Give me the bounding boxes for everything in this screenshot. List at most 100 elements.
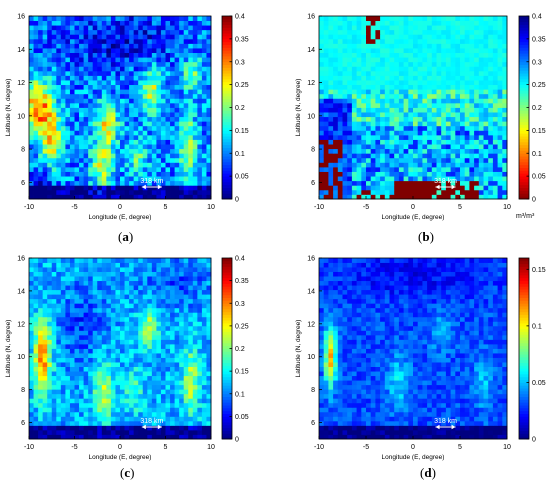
heatmap-cell (124, 171, 130, 177)
heatmap-cell (33, 61, 39, 67)
heatmap-cell (347, 166, 353, 172)
heatmap-cell (129, 176, 135, 182)
heatmap-cell (502, 52, 508, 58)
heatmap-cell (380, 112, 386, 118)
heatmap-cell (42, 139, 48, 145)
heatmap-cell (375, 121, 381, 127)
heatmap-cell (323, 80, 329, 86)
heatmap-cell (502, 34, 508, 40)
heatmap-cell (88, 411, 94, 417)
heatmap-cell (33, 52, 39, 58)
heatmap-cell (192, 189, 198, 195)
heatmap-cell (445, 48, 451, 54)
heatmap-cell (323, 34, 329, 40)
heatmap-cell (201, 289, 207, 295)
heatmap-cell (42, 434, 48, 440)
heatmap-cell (192, 271, 198, 277)
heatmap-cell (124, 121, 130, 127)
heatmap-cell (361, 162, 367, 168)
heatmap-cell (375, 125, 381, 131)
heatmap-cell (29, 107, 34, 113)
heatmap-cell (356, 66, 362, 72)
heatmap-cell (47, 362, 53, 367)
heatmap-cell (165, 61, 171, 67)
heatmap-cell (422, 112, 428, 118)
heatmap-cell (65, 420, 71, 426)
heatmap-cell (147, 102, 153, 108)
heatmap-cell (51, 180, 57, 186)
heatmap-cell (380, 144, 386, 150)
heatmap-cell (115, 393, 121, 399)
heatmap-cell (436, 162, 442, 168)
heatmap-cell (151, 380, 157, 386)
heatmap-cell (375, 162, 381, 168)
heatmap-cell (33, 375, 39, 381)
heatmap-cell (179, 16, 185, 21)
heatmap-cell (201, 48, 207, 54)
heatmap-cell (497, 112, 503, 118)
heatmap-cell (431, 134, 437, 140)
heatmap-cell (142, 402, 148, 408)
heatmap-cell (398, 43, 404, 49)
heatmap-cell (441, 80, 447, 86)
heatmap-cell (106, 353, 112, 358)
heatmap-cell (188, 185, 194, 191)
heatmap-cell (441, 20, 447, 26)
heatmap-cell (165, 398, 171, 404)
heatmap-cell (422, 20, 428, 26)
heatmap-cell (147, 407, 153, 413)
heatmap-cell (120, 70, 125, 76)
heatmap-cell (97, 57, 103, 63)
heatmap-cell (156, 325, 162, 331)
heatmap-cell (422, 48, 428, 54)
heatmap-cell (92, 271, 98, 277)
heatmap-cell (56, 89, 62, 95)
heatmap-cell (33, 429, 39, 435)
heatmap-cell (179, 389, 185, 395)
heatmap-cell (56, 84, 62, 90)
heatmap-cell (129, 61, 135, 67)
heatmap-cell (497, 93, 503, 99)
heatmap-cell (361, 57, 367, 63)
heatmap-cell (56, 16, 62, 21)
heatmap-cell (179, 334, 185, 340)
heatmap-cell (101, 334, 107, 340)
heatmap-cell (133, 339, 139, 345)
heatmap-cell (179, 134, 185, 140)
heatmap-cell (179, 157, 185, 163)
heatmap-cell (33, 98, 39, 104)
heatmap-cell (138, 289, 144, 295)
heatmap-cell (474, 70, 480, 76)
heatmap-cell (133, 148, 139, 154)
heatmap-cell (206, 271, 212, 277)
heatmap-cell (79, 330, 84, 336)
heatmap-cell (79, 194, 84, 200)
heatmap-cell (97, 29, 103, 35)
colorbar-tick-label: 0.25 (235, 82, 249, 89)
heatmap-cell (398, 180, 404, 186)
heatmap-cell (460, 48, 466, 54)
heatmap-cell (69, 362, 75, 367)
heatmap-cell (183, 285, 189, 291)
heatmap-cell (183, 66, 189, 72)
heatmap-cell (333, 176, 339, 182)
heatmap-cell (160, 348, 166, 354)
heatmap-cell (450, 180, 456, 186)
heatmap-cell (92, 52, 98, 58)
heatmap-cell (156, 330, 162, 336)
heatmap-cell (88, 380, 94, 386)
heatmap-cell (497, 38, 503, 44)
heatmap-cell (201, 134, 207, 140)
heatmap-cell (65, 61, 71, 67)
heatmap-cell (165, 43, 171, 49)
heatmap-cell (351, 29, 357, 35)
colorbar-step (519, 30, 529, 34)
heatmap-cell (147, 325, 153, 331)
heatmap-cell (115, 343, 121, 349)
heatmap-cell (192, 362, 198, 367)
heatmap-cell (101, 294, 107, 300)
heatmap-cell (51, 48, 57, 54)
heatmap-cell (38, 38, 44, 44)
heatmap-cell (79, 80, 84, 86)
heatmap-cell (106, 75, 112, 81)
